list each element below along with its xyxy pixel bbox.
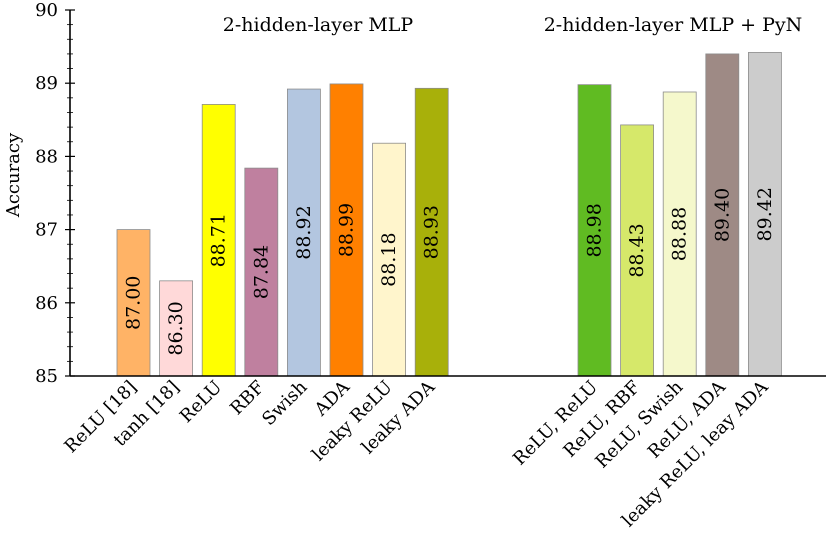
- bar-value-label: 88.43: [626, 223, 648, 277]
- x-tick-label: Swish: [258, 376, 312, 430]
- y-tick-label: 86: [35, 293, 58, 314]
- bar-value-label: 88.98: [584, 203, 606, 257]
- bar-value-label: 87.00: [123, 276, 145, 330]
- bar: [748, 52, 782, 377]
- bar-value-label: 88.92: [293, 205, 315, 259]
- y-tick-label: 88: [35, 146, 58, 167]
- bar-value-label: 88.93: [421, 205, 443, 259]
- bars-layer: [116, 52, 782, 377]
- bar: [159, 280, 194, 377]
- group-title: 2-hidden-layer MLP + PyN: [544, 14, 803, 36]
- bar-value-label: 87.84: [250, 245, 272, 299]
- group-title: 2-hidden-layer MLP: [223, 14, 414, 36]
- bar: [414, 87, 449, 377]
- y-tick-label: 89: [35, 73, 58, 94]
- bar: [244, 167, 279, 377]
- bar: [201, 104, 236, 377]
- bar: [286, 88, 321, 377]
- bar: [329, 83, 364, 377]
- axes-layer: [65, 9, 826, 377]
- bar-value-label: 89.42: [754, 187, 776, 241]
- x-tick-label: ReLU: [176, 377, 226, 427]
- bar-value-label: 89.40: [711, 188, 733, 242]
- bar-value-label: 88.71: [208, 213, 230, 267]
- y-tick-label: 90: [35, 0, 58, 21]
- bar: [662, 91, 697, 377]
- bar: [705, 53, 740, 377]
- bar-value-label: 88.99: [336, 203, 358, 257]
- bar: [620, 124, 654, 377]
- y-tick-label: 87: [35, 220, 58, 241]
- bar-value-label: 88.88: [669, 207, 691, 261]
- bar-value-label: 86.30: [165, 301, 187, 355]
- bar: [116, 229, 151, 377]
- bar-value-label: 88.18: [378, 232, 400, 286]
- y-axis-title: Accuracy: [3, 132, 24, 218]
- y-tick-label: 85: [35, 366, 58, 387]
